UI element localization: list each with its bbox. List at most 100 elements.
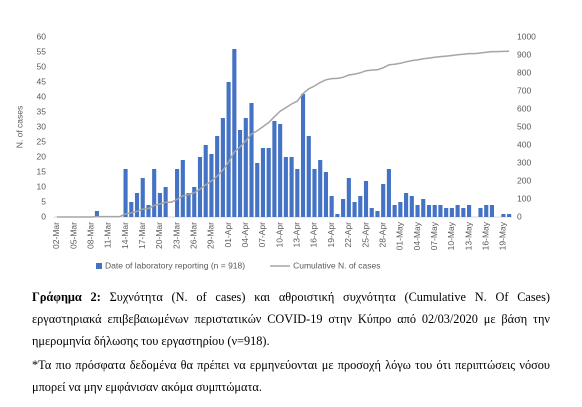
bar bbox=[484, 205, 489, 217]
y2-tick-label: 500 bbox=[517, 121, 531, 131]
bar bbox=[381, 184, 386, 217]
caption: Γράφημα 2: Συχνότητα (N. of cases) και α… bbox=[32, 286, 550, 352]
x-tick-label: 22-Apr bbox=[343, 222, 353, 248]
x-tick-label: 04-May bbox=[412, 221, 422, 250]
bar bbox=[94, 211, 99, 217]
y-tick-label: 15 bbox=[37, 166, 47, 176]
x-tick-label: 16-Apr bbox=[309, 222, 319, 248]
bar bbox=[152, 169, 157, 217]
y2-tick-label: 1000 bbox=[517, 31, 536, 41]
y-tick-label: 45 bbox=[37, 76, 47, 86]
legend-label: Date of laboratory reporting (n = 918) bbox=[105, 260, 245, 270]
y2-tick-label: 100 bbox=[517, 193, 531, 203]
y-tick-label: 0 bbox=[41, 211, 46, 221]
bar bbox=[272, 121, 277, 217]
bar bbox=[461, 208, 466, 217]
y2-tick-label: 200 bbox=[517, 175, 531, 185]
y2-tick-label: 900 bbox=[517, 49, 531, 59]
bar bbox=[238, 130, 243, 217]
y-tick-label: 55 bbox=[37, 46, 47, 56]
x-tick-label: 29-Mar bbox=[206, 222, 216, 249]
bar bbox=[260, 148, 266, 217]
bar bbox=[369, 208, 374, 217]
bar bbox=[363, 181, 369, 217]
x-tick-label: 01-Apr bbox=[223, 222, 233, 248]
chart: N. of cases 0510152025303540455055600100… bbox=[14, 31, 536, 270]
legend-swatch bbox=[96, 263, 102, 269]
bar bbox=[358, 196, 363, 217]
bar bbox=[426, 205, 432, 217]
x-tick-label: 17-Mar bbox=[137, 222, 147, 249]
x-tick-label: 05-Mar bbox=[68, 222, 78, 249]
bar bbox=[478, 208, 483, 217]
x-tick-label: 16-May bbox=[480, 221, 490, 250]
y2-tick-label: 800 bbox=[517, 67, 531, 77]
x-tick-label: 23-Mar bbox=[171, 222, 181, 249]
bar bbox=[398, 202, 403, 217]
bar bbox=[140, 178, 145, 217]
bar bbox=[278, 124, 283, 217]
x-tick-label: 13-Apr bbox=[292, 222, 302, 248]
bar bbox=[146, 205, 151, 217]
y2-tick-label: 700 bbox=[517, 85, 531, 95]
bar bbox=[335, 214, 340, 217]
bar bbox=[175, 169, 180, 217]
bar bbox=[300, 94, 306, 217]
x-tick-label: 13-May bbox=[463, 221, 473, 250]
bar bbox=[295, 169, 300, 217]
bar bbox=[489, 205, 495, 217]
bar bbox=[455, 205, 460, 217]
bar bbox=[226, 82, 231, 217]
bar bbox=[421, 199, 426, 217]
x-tick-label: 04-Apr bbox=[240, 222, 250, 248]
y2-tick-label: 400 bbox=[517, 139, 531, 149]
y-tick-label: 30 bbox=[37, 121, 47, 131]
bar bbox=[415, 205, 420, 217]
y-tick-label: 20 bbox=[37, 151, 47, 161]
x-tick-label: 20-Mar bbox=[154, 222, 164, 249]
x-tick-label: 19-Apr bbox=[326, 222, 336, 248]
bar bbox=[266, 148, 271, 217]
x-tick-label: 28-Apr bbox=[377, 222, 387, 248]
y-tick-label: 10 bbox=[37, 181, 47, 191]
caption-text: Συχνότητα (N. of cases) και αθροιστική σ… bbox=[32, 290, 551, 348]
bar bbox=[409, 196, 414, 217]
bar bbox=[306, 136, 311, 217]
bar bbox=[352, 202, 357, 217]
y-tick-label: 40 bbox=[37, 91, 47, 101]
y-axis-label: N. of cases bbox=[14, 106, 24, 149]
x-tick-label: 26-Mar bbox=[189, 222, 199, 249]
x-tick-label: 11-Mar bbox=[103, 222, 113, 248]
bar bbox=[134, 193, 140, 217]
bar bbox=[449, 208, 454, 217]
bar bbox=[232, 49, 237, 217]
x-tick-label: 10-May bbox=[446, 221, 456, 250]
bar bbox=[192, 187, 197, 217]
bar bbox=[318, 160, 323, 217]
bar bbox=[375, 211, 380, 217]
x-tick-label: 07-Apr bbox=[257, 222, 267, 248]
x-tick-label: 01-May bbox=[395, 221, 405, 250]
bar bbox=[346, 178, 351, 217]
bar bbox=[220, 118, 225, 217]
x-tick-label: 14-Mar bbox=[120, 222, 130, 249]
bar bbox=[203, 145, 208, 217]
legend-label: Cumulative N. of cases bbox=[293, 260, 380, 270]
bar bbox=[467, 205, 472, 217]
caption-note: *Τα πιο πρόσφατα δεδομένα θα πρέπει να ε… bbox=[32, 358, 550, 394]
bar bbox=[123, 169, 128, 217]
x-tick-label: 08-Mar bbox=[85, 222, 95, 249]
bar bbox=[197, 157, 203, 217]
bar bbox=[180, 160, 185, 217]
bar bbox=[157, 193, 162, 217]
y-tick-label: 5 bbox=[41, 196, 46, 206]
bar bbox=[255, 163, 260, 217]
bar bbox=[243, 118, 248, 217]
bar bbox=[186, 193, 191, 217]
y-tick-label: 35 bbox=[37, 106, 47, 116]
bar bbox=[444, 208, 449, 217]
bar bbox=[404, 193, 409, 217]
y2-tick-label: 600 bbox=[517, 103, 531, 113]
caption-label: Γράφημα 2: bbox=[32, 290, 101, 304]
